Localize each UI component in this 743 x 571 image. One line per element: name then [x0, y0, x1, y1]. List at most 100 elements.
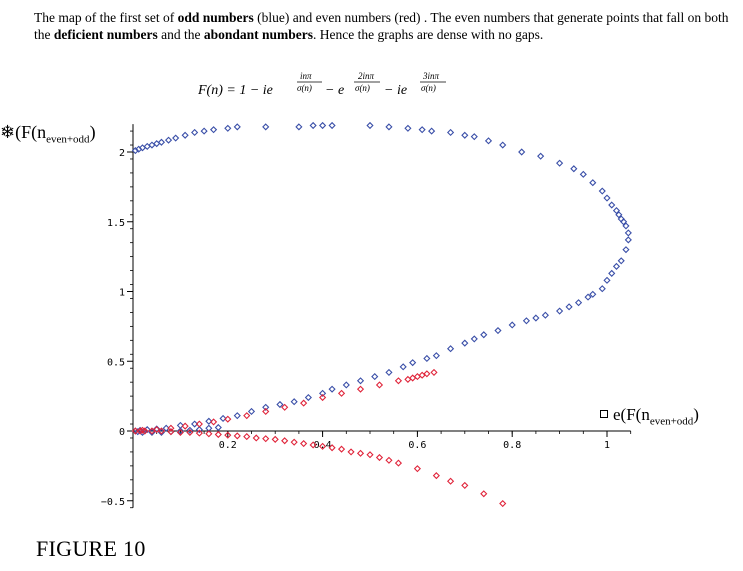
data-point-series0-80 — [247, 407, 256, 416]
data-point-series1-56 — [423, 370, 431, 378]
data-point-series0-15 — [262, 123, 270, 131]
y-tick-label-−0.5: −0.5 — [101, 497, 125, 508]
data-point-series1-5 — [167, 428, 175, 436]
data-point-series1-1 — [136, 427, 144, 435]
data-point-series0-61 — [494, 326, 502, 335]
data-point-series0-25 — [447, 128, 455, 137]
data-point-series0-72 — [356, 377, 365, 385]
figure-label: FIGURE 10 — [36, 536, 146, 561]
formula-exp2-den: σ(n) — [355, 83, 370, 93]
formula-mid2: − ie — [384, 83, 407, 98]
data-point-series0-38 — [608, 201, 616, 209]
data-point-series0-40 — [615, 211, 623, 219]
data-point-series0-76 — [304, 393, 312, 402]
data-point-series1-36 — [138, 426, 147, 434]
data-point-series0-51 — [598, 285, 606, 293]
data-point-series0-16 — [295, 123, 303, 131]
data-point-series0-77 — [290, 398, 298, 406]
y-tick-label-0.5: 0.5 — [107, 357, 125, 368]
x-axis-label-subscript: even+odd — [649, 415, 694, 428]
data-point-series0-13 — [224, 124, 232, 132]
data-point-series1-16 — [271, 435, 279, 443]
data-point-series0-44 — [624, 229, 632, 237]
data-point-series1-11 — [224, 431, 232, 439]
data-point-series0-19 — [328, 121, 336, 130]
data-point-series1-8 — [195, 429, 203, 437]
y-tick-label-1: 1 — [119, 288, 125, 299]
x-tick-label-0.6: 0.6 — [408, 440, 426, 451]
data-point-series0-70 — [385, 368, 393, 376]
x-tick-label-1: 1 — [604, 440, 610, 451]
data-point-series1-29 — [394, 459, 403, 467]
data-point-series1-18 — [290, 438, 298, 446]
data-point-series0-96 — [176, 427, 184, 435]
data-point-series0-83 — [205, 417, 213, 425]
caption-text-1: The map of the first set of — [34, 10, 178, 25]
formula-exp1-num: inπ — [300, 71, 312, 81]
data-point-series1-57 — [430, 368, 438, 376]
data-point-series0-29 — [499, 141, 507, 149]
caption-bold-deficient-numbers: deficient numbers — [53, 27, 158, 42]
formula: F(n) = 1 − ie inπ σ(n) − e 2inπ σ(n) − i… — [198, 71, 446, 98]
data-point-series0-58 — [532, 314, 540, 322]
data-point-series1-50 — [375, 381, 384, 389]
caption-text-2: (blue) and even numbers (red) . The even… — [34, 10, 729, 42]
x-tick-label-0.4: 0.4 — [314, 440, 332, 451]
data-point-series0-27 — [470, 133, 478, 141]
data-point-series0-34 — [579, 170, 587, 178]
data-point-series0-64 — [461, 339, 469, 347]
data-point-series1-13 — [243, 433, 251, 441]
data-point-series0-0 — [131, 147, 139, 155]
data-point-series1-46 — [300, 399, 308, 407]
data-point-series0-74 — [328, 385, 336, 393]
data-point-series1-42 — [224, 415, 232, 423]
data-point-series1-7 — [186, 428, 194, 436]
data-point-series0-12 — [210, 126, 218, 134]
data-point-series1-25 — [356, 449, 365, 457]
data-point-series0-55 — [565, 303, 573, 311]
data-point-series0-24 — [428, 127, 436, 135]
data-point-series0-22 — [404, 124, 412, 132]
data-point-series0-30 — [518, 148, 526, 156]
data-point-series0-47 — [617, 257, 625, 265]
data-point-series0-79 — [262, 403, 270, 411]
data-point-series1-22 — [328, 444, 336, 452]
data-point-series1-24 — [347, 448, 355, 456]
data-point-series1-28 — [385, 456, 393, 464]
formula-mid: − e — [325, 83, 344, 98]
formula-exp2-num: 2inπ — [358, 71, 375, 81]
data-point-series0-8 — [172, 134, 180, 142]
data-point-series0-75 — [319, 389, 327, 397]
data-point-series1-49 — [356, 385, 365, 393]
data-point-series0-31 — [537, 152, 545, 160]
x-tick-label-0.8: 0.8 — [503, 440, 521, 451]
data-point-series0-26 — [461, 131, 469, 139]
data-point-series0-14 — [233, 123, 241, 131]
data-point-series0-45 — [624, 236, 632, 244]
caption-bold-abondant-numbers: abondant numbers — [203, 27, 314, 42]
formula-exp3-den: σ(n) — [421, 83, 436, 93]
data-point-series1-32 — [447, 477, 455, 485]
data-point-series0-18 — [319, 121, 327, 130]
data-point-series0-86 — [162, 424, 170, 432]
data-point-series0-28 — [484, 137, 493, 145]
data-point-series1-35 — [499, 499, 507, 508]
data-point-series1-40 — [195, 420, 203, 428]
legend-square-icon — [600, 410, 608, 419]
data-point-series1-38 — [167, 424, 175, 432]
data-point-series1-14 — [252, 434, 260, 442]
data-point-series0-49 — [608, 269, 616, 277]
data-point-series0-46 — [622, 246, 630, 254]
data-point-series0-33 — [570, 165, 578, 173]
y-tick-label-2: 2 — [119, 148, 125, 159]
data-point-series0-78 — [276, 400, 284, 409]
data-point-series1-9 — [205, 430, 213, 438]
y-axis-label-subscript: even+odd — [46, 133, 90, 146]
y-tick-label-1.5: 1.5 — [107, 218, 125, 229]
data-point-series1-34 — [480, 490, 488, 498]
data-point-series0-59 — [522, 317, 530, 325]
data-point-series0-42 — [620, 218, 628, 226]
data-point-series0-56 — [556, 307, 564, 315]
data-point-series0-100 — [214, 423, 222, 432]
data-point-series0-99 — [205, 424, 213, 432]
